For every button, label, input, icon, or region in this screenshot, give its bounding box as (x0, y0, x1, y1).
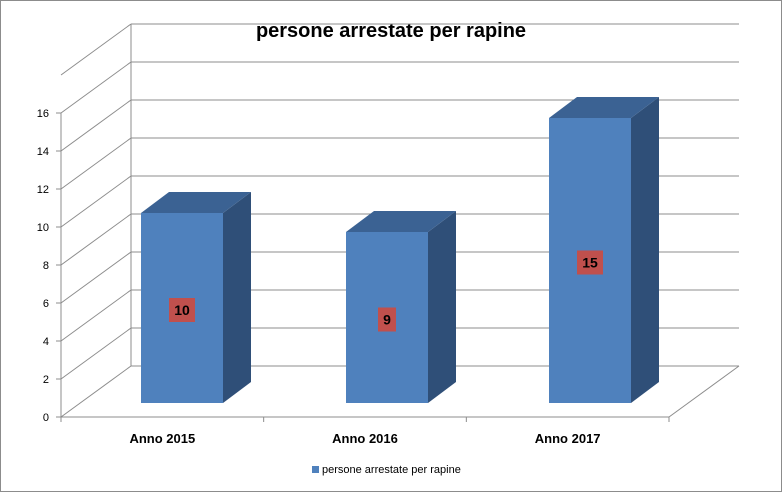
grid-diagonal (60, 289, 132, 342)
bar-group: 15 (549, 97, 659, 403)
grid-diagonal-top (60, 23, 132, 76)
data-label: 15 (582, 255, 598, 271)
y-tick-label: 14 (37, 146, 49, 158)
bar-group: 9 (346, 211, 456, 403)
data-label-box (378, 307, 396, 332)
grid-diagonal (60, 327, 132, 380)
grid-diagonal (60, 213, 132, 266)
y-tick-label: 8 (43, 260, 49, 272)
y-tick-label: 6 (43, 298, 49, 310)
y-tick-label: 0 (43, 412, 49, 424)
legend-label: persone arrestate per rapine (322, 464, 461, 476)
grid-diagonal (60, 175, 132, 228)
y-tick-label: 16 (37, 108, 49, 120)
bar-group: 10 (141, 192, 251, 403)
bars: 10 9 15 (141, 97, 659, 403)
data-label-box (577, 250, 603, 275)
axes: 0 2 4 6 8 10 12 14 16 Anno 2015 Anno 2016 Anno 2017 (37, 108, 670, 446)
bar-top (346, 211, 456, 232)
grid-diagonal (60, 251, 132, 304)
chart-title: persone arrestate per rapine (256, 20, 526, 42)
legend: persone arrestate per rapine (312, 464, 461, 476)
x-category-label: Anno 2015 (129, 431, 195, 446)
bar-side (428, 211, 456, 403)
x-category-label: Anno 2016 (332, 431, 398, 446)
bar-top (549, 97, 659, 118)
data-label: 10 (174, 302, 190, 318)
floor-right-edge (668, 365, 740, 418)
grid-diagonal (60, 137, 132, 190)
y-tick-label: 12 (37, 184, 49, 196)
y-tick-label: 10 (37, 222, 49, 234)
grid-diagonal (60, 61, 132, 114)
legend-swatch (312, 466, 319, 473)
bar-top (141, 192, 251, 213)
data-label: 9 (383, 312, 391, 328)
grid-diagonal (60, 99, 132, 152)
bar-side (223, 192, 251, 403)
data-label-box (169, 298, 195, 322)
y-tick-label: 2 (43, 374, 49, 386)
bar-side (631, 97, 659, 403)
x-category-label: Anno 2017 (535, 431, 601, 446)
grid-diagonal (60, 365, 132, 418)
y-tick-label: 4 (43, 336, 49, 348)
